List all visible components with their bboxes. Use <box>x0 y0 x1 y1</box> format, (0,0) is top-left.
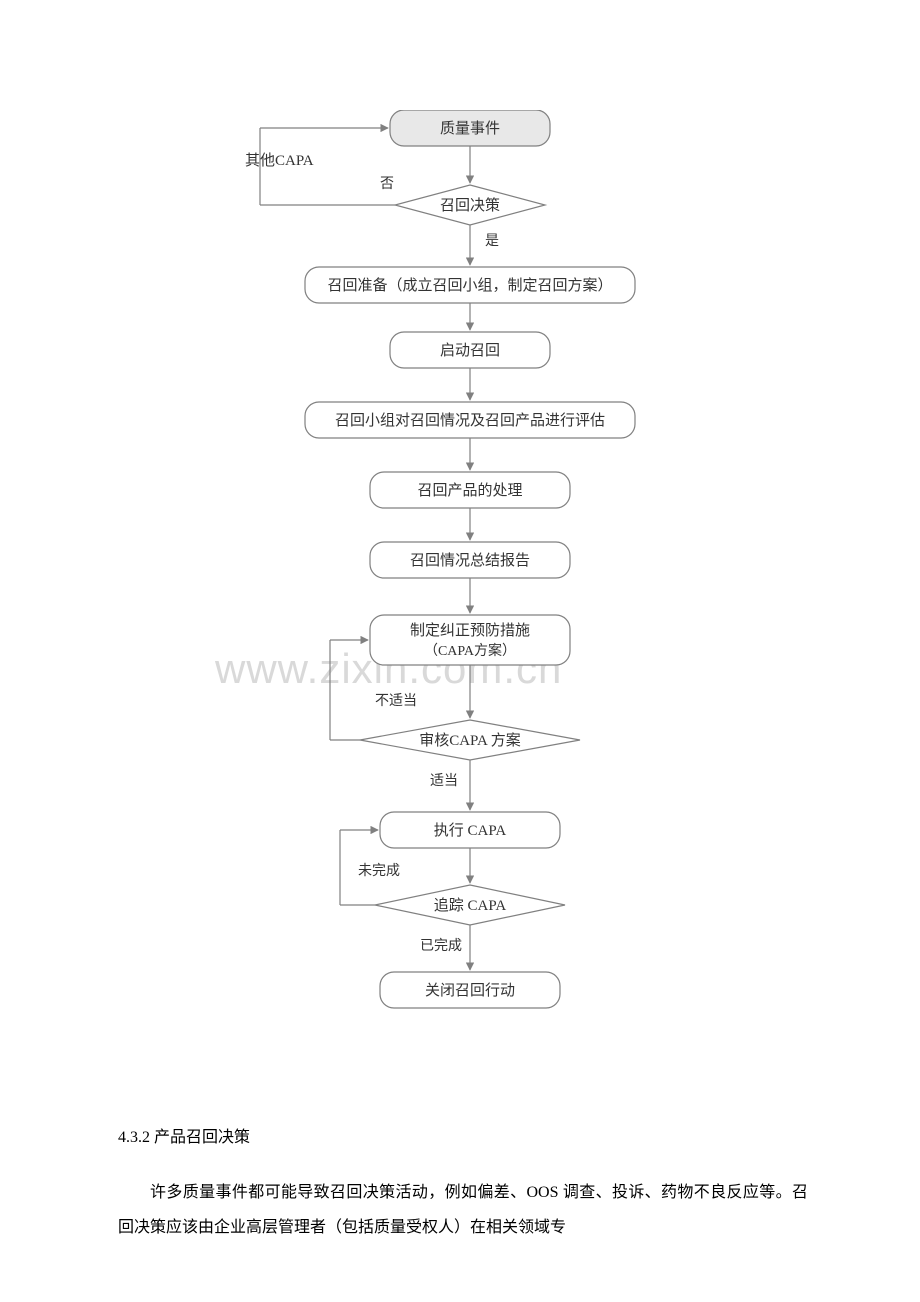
node-evaluate-label: 召回小组对召回情况及召回产品进行评估 <box>335 412 605 429</box>
label-no: 否 <box>380 177 394 192</box>
paragraph-text: 许多质量事件都可能导致召回决策活动，例如偏差、OOS 调查、投诉、药物不良反应等… <box>118 1175 808 1245</box>
label-complete: 已完成 <box>420 938 462 954</box>
node-quality-event-label: 质量事件 <box>440 120 500 137</box>
decision-track-capa-label: 追踪 CAPA <box>434 897 507 914</box>
label-other-capa: 其他CAPA <box>245 152 314 169</box>
section-heading: 4.3.2 产品召回决策 <box>118 1120 808 1155</box>
decision-review-capa-label: 审核CAPA 方案 <box>419 731 521 749</box>
label-appropriate: 适当 <box>430 773 458 789</box>
node-start-recall-label: 启动召回 <box>440 342 500 359</box>
node-recall-prep-label: 召回准备（成立召回小组，制定召回方案） <box>327 276 612 294</box>
recall-flowchart: 质量事件 召回决策 否 其他CAPA 是 召回准备（成立召回小组，制定召回方案）… <box>210 110 730 1030</box>
node-exec-capa-label: 执行 CAPA <box>434 822 507 839</box>
decision-recall-label: 召回决策 <box>440 197 500 214</box>
label-yes: 是 <box>485 234 499 249</box>
label-inappropriate: 不适当 <box>375 693 417 709</box>
section-number: 4.3.2 <box>118 1129 150 1146</box>
node-report-label: 召回情况总结报告 <box>410 552 530 569</box>
node-capa-plan-label2: （CAPA方案） <box>424 642 516 659</box>
node-handle-label: 召回产品的处理 <box>417 482 522 499</box>
label-incomplete: 未完成 <box>358 863 400 879</box>
section-title: 产品召回决策 <box>154 1129 250 1146</box>
node-capa-plan-label1: 制定纠正预防措施 <box>410 622 530 639</box>
node-close-label: 关闭召回行动 <box>425 982 515 999</box>
